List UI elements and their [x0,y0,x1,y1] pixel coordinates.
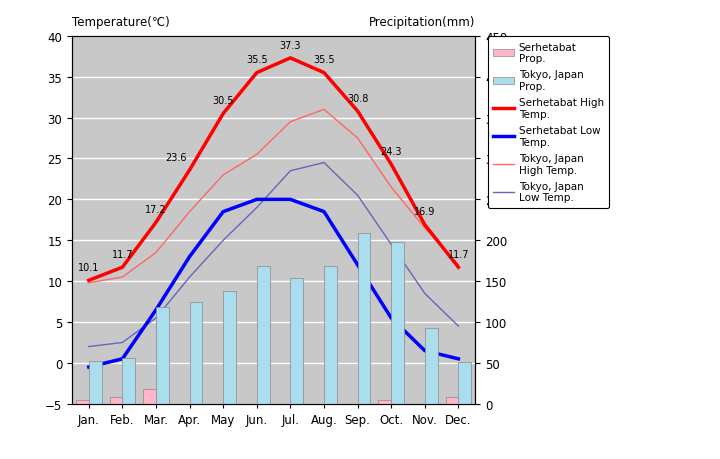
Bar [122,358,135,404]
Text: 24.3: 24.3 [380,146,402,157]
Text: Precipitation(mm): Precipitation(mm) [369,17,475,29]
Text: 10.1: 10.1 [78,263,99,272]
Text: 23.6: 23.6 [165,152,186,162]
Text: 30.8: 30.8 [347,94,369,103]
Bar [379,400,391,404]
Bar [257,267,269,404]
Text: Temperature(℃): Temperature(℃) [72,17,170,29]
Bar [459,362,471,404]
Text: 30.5: 30.5 [212,96,234,106]
Text: 11.7: 11.7 [448,249,469,259]
Text: 35.5: 35.5 [246,55,268,65]
Bar [89,362,102,404]
Text: 11.7: 11.7 [112,249,133,259]
Bar [391,242,404,404]
Text: 17.2: 17.2 [145,204,167,214]
Text: 16.9: 16.9 [414,207,436,217]
Bar [143,389,156,404]
Bar [446,397,459,404]
Bar [109,397,122,404]
Bar [223,291,236,404]
Bar [76,400,89,404]
Bar [425,328,438,404]
Bar [156,308,168,404]
Legend: Serhetabat
Prop., Tokyo, Japan
Prop., Serhetabat High
Temp., Serhetabat Low
Temp: Serhetabat Prop., Tokyo, Japan Prop., Se… [487,37,609,208]
Bar [358,233,370,404]
Text: 37.3: 37.3 [279,40,301,50]
Bar [324,267,337,404]
Bar [189,302,202,404]
Bar [290,278,303,404]
Text: 35.5: 35.5 [313,55,335,65]
